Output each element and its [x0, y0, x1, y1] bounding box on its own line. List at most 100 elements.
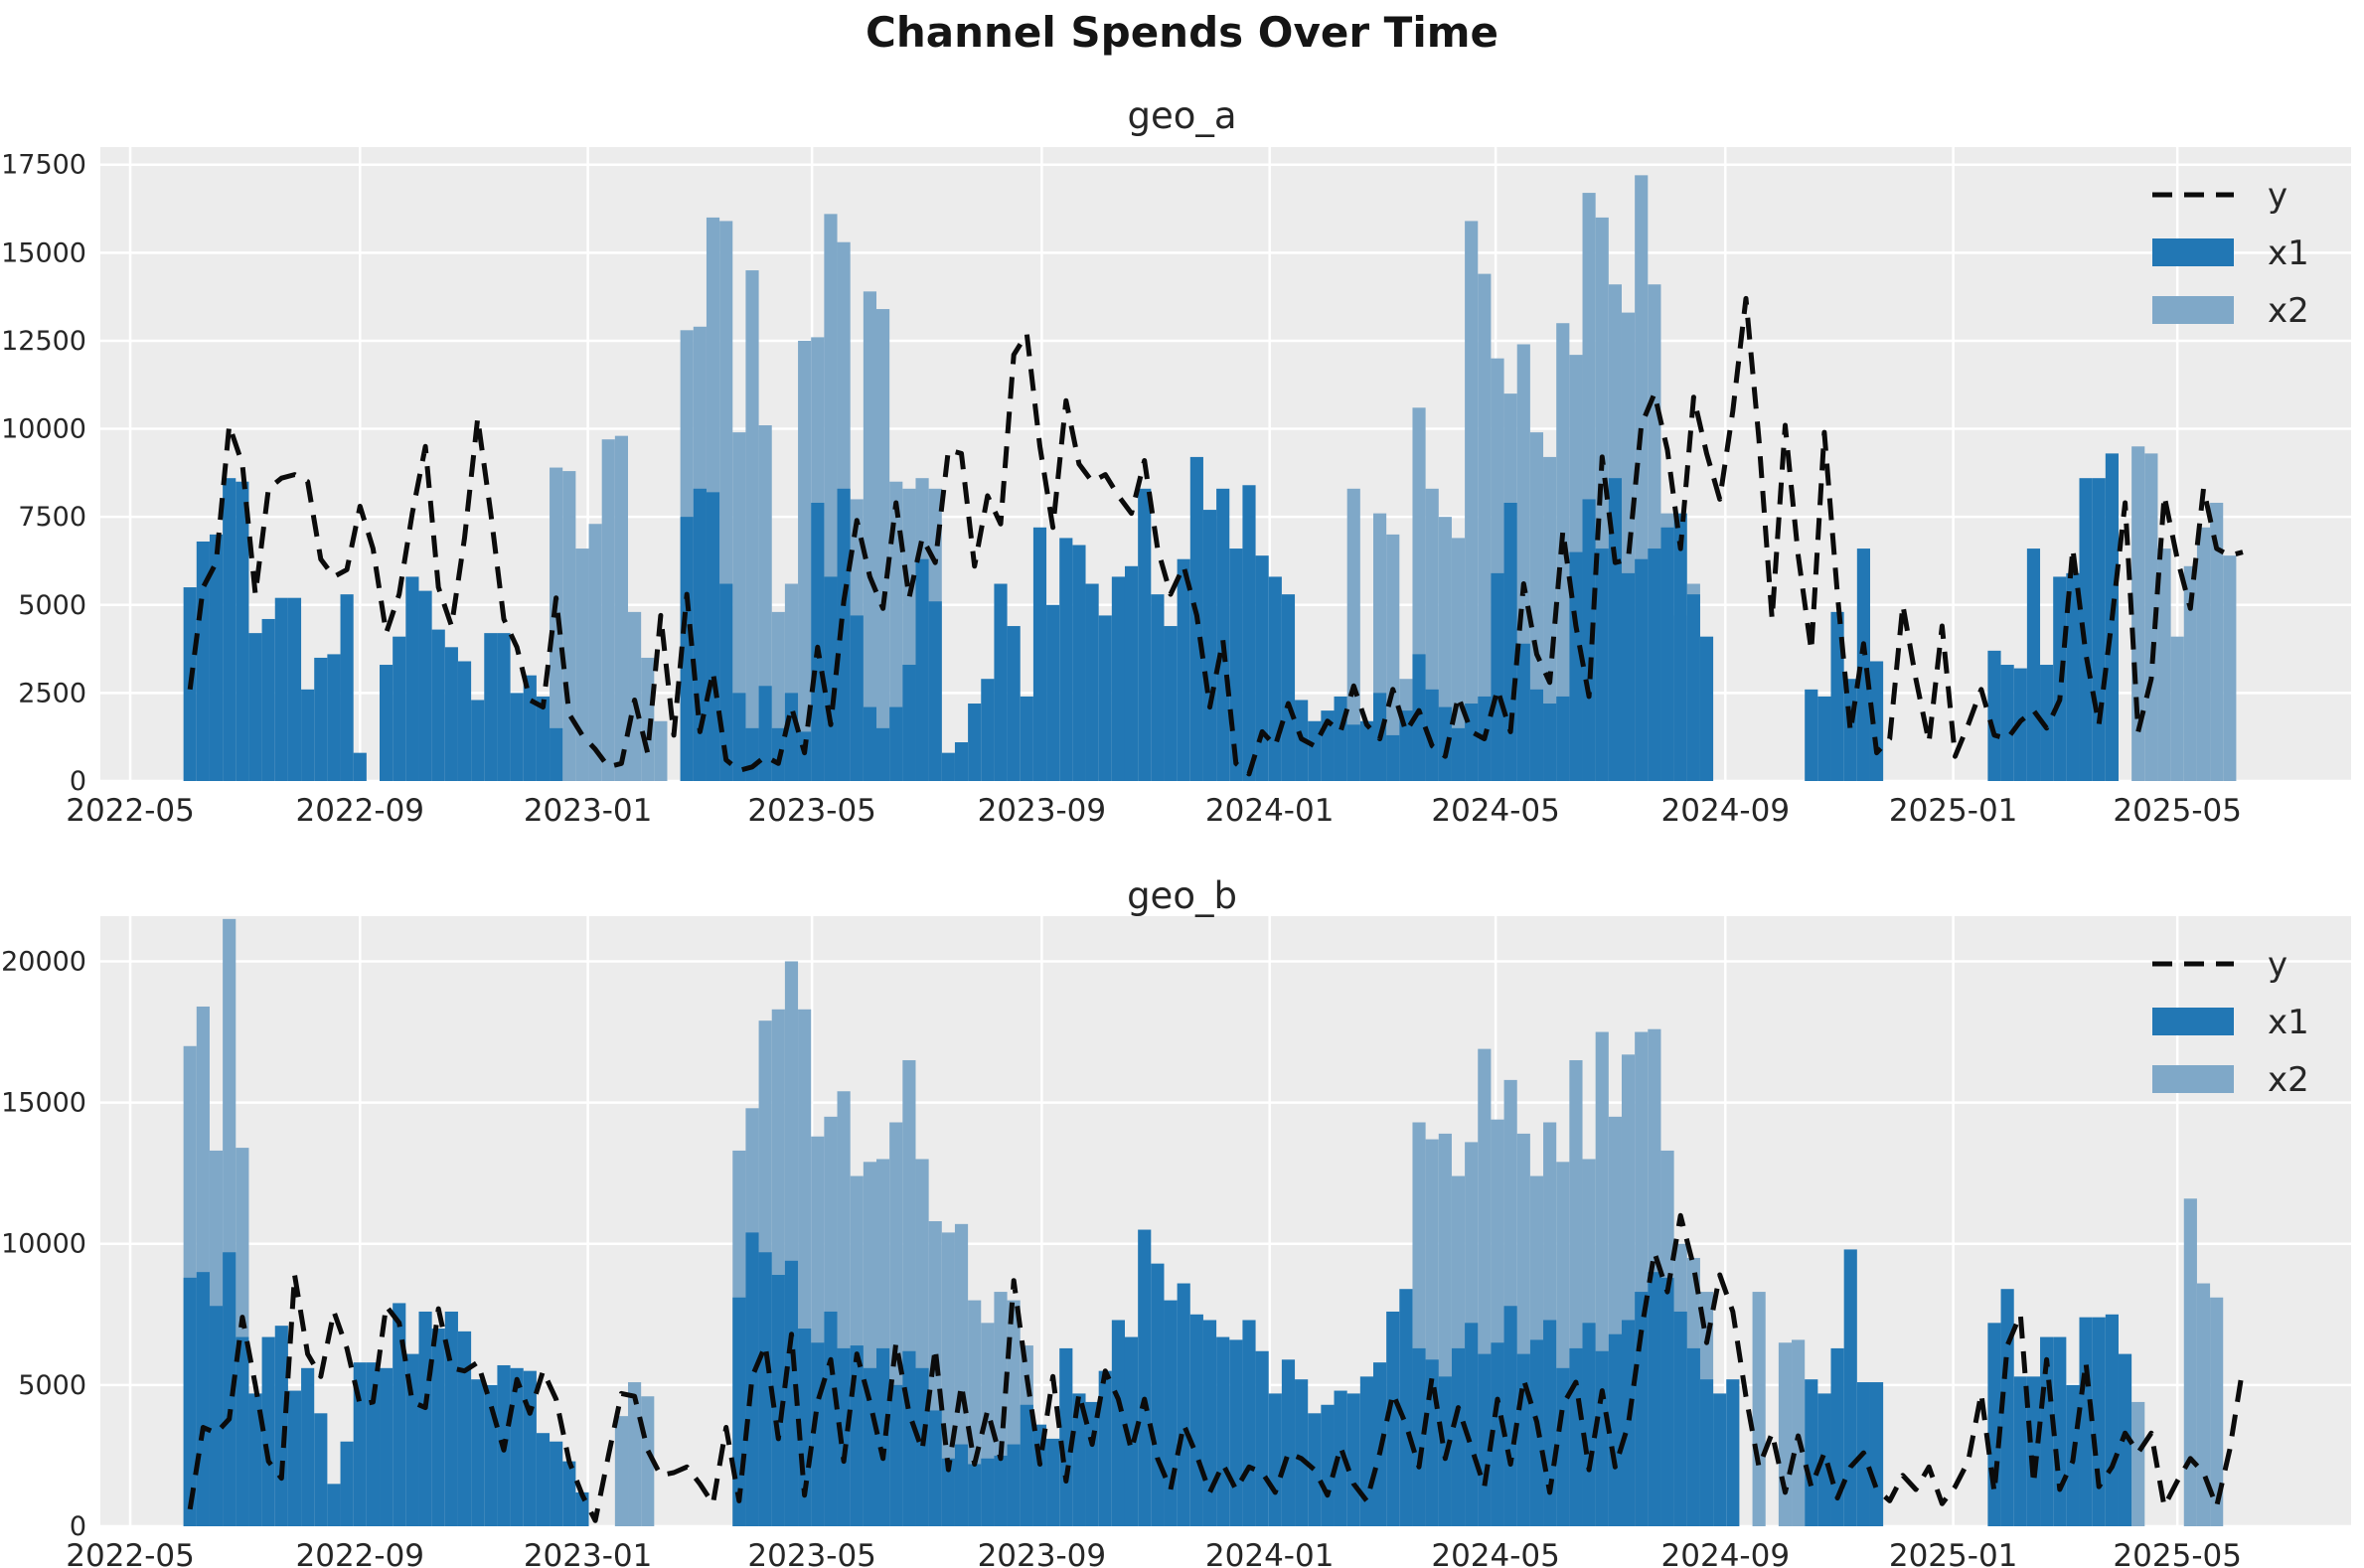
- bar-x1: [811, 1342, 825, 1526]
- bar-x1: [1529, 689, 1544, 781]
- bar-x2: [550, 467, 563, 781]
- bar-x2: [641, 657, 655, 781]
- bar-x1: [1216, 488, 1230, 781]
- bar-x1: [1399, 1289, 1413, 1526]
- y-tick-label: 15000: [1, 237, 86, 268]
- bar-x1: [876, 1347, 890, 1526]
- x-tick-label: 2022-09: [296, 1538, 425, 1568]
- y-tick-label: 7500: [18, 502, 86, 533]
- bar-x1: [745, 727, 759, 781]
- bar-x1: [1202, 510, 1217, 781]
- bar-x1: [1072, 1393, 1086, 1526]
- y-tick-label: 10000: [1, 1229, 86, 1260]
- bar-x1: [314, 1413, 328, 1526]
- bar-x1: [1987, 1323, 2001, 1526]
- bar-x1: [1295, 1379, 1309, 1526]
- bar-x1: [536, 1433, 551, 1526]
- y-tick-label: 17500: [1, 150, 86, 181]
- x-tick-label: 2022-05: [66, 793, 195, 829]
- bar-x2: [876, 309, 890, 781]
- bar-x1: [393, 636, 406, 781]
- bar-x1: [1699, 1379, 1714, 1526]
- bar-x1: [1805, 1379, 1818, 1526]
- bar-x2: [2210, 502, 2224, 781]
- bar-x1: [2105, 1314, 2119, 1526]
- bar-x1: [915, 1367, 929, 1526]
- bar-x1: [457, 1331, 472, 1526]
- bar-x2: [1792, 1339, 1806, 1526]
- bar-x1: [994, 583, 1008, 781]
- bar-x1: [1177, 558, 1190, 781]
- bar-x1: [981, 1458, 995, 1526]
- bar-x1: [1503, 502, 1517, 781]
- bar-x2: [2210, 1297, 2224, 1526]
- bar-x2: [1386, 534, 1400, 781]
- x-tick-label: 2025-05: [2113, 793, 2242, 829]
- bar-x1: [1543, 704, 1557, 781]
- bar-x1: [1308, 720, 1322, 781]
- bar-x1: [327, 1484, 341, 1526]
- legend-label-x2: x2: [2268, 291, 2309, 331]
- bar-x1: [1255, 1350, 1269, 1526]
- legend-swatch-x1: [2152, 238, 2234, 266]
- bar-x1: [1032, 527, 1047, 781]
- y-tick-label: 5000: [18, 590, 86, 621]
- bar-x1: [1007, 1444, 1021, 1526]
- bar-x1: [994, 1455, 1008, 1526]
- bar-x2: [2196, 527, 2211, 781]
- bar-x1: [314, 657, 328, 781]
- bar-x1: [1359, 720, 1373, 781]
- bar-x1: [248, 1393, 262, 1526]
- x-tick-label: 2024-01: [1205, 793, 1335, 829]
- bar-x1: [1268, 1393, 1282, 1526]
- bar-x1: [418, 590, 432, 781]
- bar-x1: [1098, 1370, 1112, 1526]
- bar-x1: [1713, 1393, 1727, 1526]
- bar-x2: [601, 439, 615, 781]
- bar-x1: [1334, 1390, 1347, 1526]
- bar-x1: [223, 1252, 236, 1526]
- bar-x1: [1111, 1320, 1125, 1526]
- bar-x1: [941, 1458, 955, 1526]
- bar-x1: [418, 1311, 432, 1526]
- bar-x1: [353, 1362, 367, 1526]
- x-tick-label: 2024-09: [1661, 793, 1791, 829]
- bar-x1: [2079, 478, 2093, 781]
- bar-x1: [1124, 1336, 1139, 1526]
- x-tick-label: 2022-09: [296, 793, 425, 829]
- bar-x1: [405, 1353, 419, 1526]
- bar-x1: [2118, 1353, 2132, 1526]
- bar-x1: [431, 629, 445, 781]
- bar-x1: [1660, 527, 1674, 781]
- bar-x1: [1451, 1347, 1466, 1526]
- bar-x1: [236, 481, 249, 781]
- x-tick-label: 2023-05: [747, 793, 876, 829]
- bar-x1: [2000, 1289, 2014, 1526]
- bar-x2: [889, 481, 903, 781]
- bar-x1: [928, 1410, 942, 1526]
- bar-x1: [209, 534, 224, 781]
- bar-x1: [902, 665, 916, 781]
- bar-x1: [1556, 1367, 1570, 1526]
- bar-x1: [798, 1329, 812, 1526]
- bar-x1: [954, 1444, 969, 1526]
- bar-x2: [2223, 555, 2237, 781]
- y-series-line: [187, 1212, 2246, 1523]
- bar-x1: [981, 679, 995, 781]
- bar-x1: [1805, 689, 1818, 781]
- bar-x1: [1516, 1353, 1530, 1526]
- x-tick-label: 2024-05: [1431, 793, 1560, 829]
- legend-label-y: y: [2268, 945, 2287, 985]
- bar-x1: [1046, 1438, 1060, 1526]
- bar-x1: [876, 727, 890, 781]
- bar-x1: [1059, 1347, 1073, 1526]
- bar-x1: [2040, 665, 2054, 781]
- bar-x1: [261, 618, 275, 781]
- main-title: Channel Spends Over Time: [866, 8, 1498, 57]
- bar-x1: [261, 1336, 275, 1526]
- bar-x2: [575, 549, 589, 781]
- bar-x1: [850, 1345, 864, 1526]
- bar-x2: [2144, 453, 2158, 781]
